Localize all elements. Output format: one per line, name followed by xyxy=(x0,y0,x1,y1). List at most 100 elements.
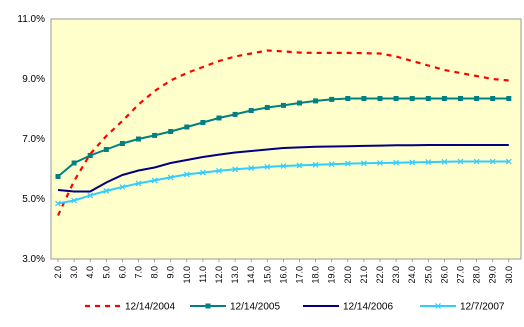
x-tick-label: 28.0 xyxy=(472,266,482,284)
data-point-marker xyxy=(474,96,480,101)
data-point-marker xyxy=(135,180,142,187)
data-point-marker xyxy=(232,166,239,173)
data-point-marker xyxy=(506,96,512,101)
x-tick-label: 19.0 xyxy=(327,266,337,284)
y-tick-label: 11.0% xyxy=(17,14,45,25)
data-point-marker xyxy=(344,160,351,167)
data-point-marker xyxy=(296,162,303,169)
x-tick-label: 12.0 xyxy=(214,266,224,284)
data-point-marker xyxy=(216,115,222,121)
y-tick-label: 5.0% xyxy=(22,194,45,205)
y-tick-label: 3.0% xyxy=(22,254,45,265)
series-line-3 xyxy=(57,144,509,193)
x-tick-label: 20.0 xyxy=(343,266,353,284)
data-point-marker xyxy=(264,163,271,170)
data-point-marker xyxy=(280,163,287,169)
data-point-marker xyxy=(199,169,206,176)
data-point-marker xyxy=(409,96,415,101)
data-point-marker xyxy=(441,158,448,165)
data-point-marker xyxy=(457,158,464,165)
data-point-marker xyxy=(103,147,109,152)
data-point-marker xyxy=(103,187,110,194)
data-point-marker xyxy=(55,200,61,207)
data-point-marker xyxy=(200,120,206,125)
legend-label: 12/14/2005 xyxy=(230,302,280,313)
data-point-marker xyxy=(216,167,222,174)
y-tick-label: 9.0% xyxy=(22,74,45,85)
legend-item: 12/7/2007 xyxy=(420,302,505,313)
data-point-marker xyxy=(313,98,319,104)
data-point-marker xyxy=(167,174,174,181)
x-tick-label: 25.0 xyxy=(423,266,433,284)
legend: 12/14/2004 12/14/2005 12/14/2006 12/7/2007 xyxy=(85,302,505,313)
data-point-marker xyxy=(328,161,335,168)
data-point-marker xyxy=(393,159,400,166)
data-point-marker xyxy=(377,96,383,101)
data-point-marker xyxy=(361,96,367,101)
x-tick-label: 2.0 xyxy=(53,266,63,279)
data-point-marker xyxy=(232,111,238,117)
data-point-marker xyxy=(119,141,125,146)
data-point-marker xyxy=(71,197,78,204)
data-point-marker xyxy=(151,177,158,184)
data-point-marker xyxy=(87,192,94,199)
legend-label: 12/7/2007 xyxy=(460,302,505,313)
data-point-marker xyxy=(87,153,93,158)
data-point-marker xyxy=(425,96,431,101)
x-tick-label: 9.0 xyxy=(166,266,176,279)
data-point-marker xyxy=(329,96,335,102)
x-tick-label: 15.0 xyxy=(262,266,272,284)
data-point-marker xyxy=(168,129,174,134)
y-tick-label: 7.0% xyxy=(22,134,45,145)
data-point-marker xyxy=(264,105,270,110)
data-point-marker xyxy=(458,96,463,101)
x-tick-label: 7.0 xyxy=(134,266,144,279)
x-tick-label: 22.0 xyxy=(375,266,385,284)
x-tick-label: 8.0 xyxy=(150,266,160,279)
x-tick-label: 26.0 xyxy=(439,266,449,284)
series-line-1 xyxy=(57,49,509,216)
x-tick-label: 27.0 xyxy=(456,266,466,284)
x-tick-label: 14.0 xyxy=(246,266,256,284)
data-point-marker xyxy=(119,184,126,190)
x-tick-label: 4.0 xyxy=(85,266,95,279)
data-point-marker xyxy=(152,132,158,138)
x-tick-label: 16.0 xyxy=(278,266,288,284)
legend-item: 12/14/2006 xyxy=(303,302,393,313)
x-tick-label: 6.0 xyxy=(117,266,127,279)
data-point-marker xyxy=(441,96,447,101)
x-tick-label: 18.0 xyxy=(311,266,321,284)
data-point-marker xyxy=(360,160,367,167)
legend-label: 12/14/2006 xyxy=(343,302,393,313)
data-point-marker xyxy=(489,158,496,165)
x-tick-label: 17.0 xyxy=(295,266,305,284)
plot-area xyxy=(50,18,522,260)
legend-item: 12/14/2005 xyxy=(190,302,280,313)
data-point-marker xyxy=(71,160,77,166)
x-tick-label: 10.0 xyxy=(182,266,192,284)
data-point-marker xyxy=(248,165,255,172)
x-tick-label: 29.0 xyxy=(488,266,498,284)
data-point-marker xyxy=(345,96,351,101)
x-tick-label: 5.0 xyxy=(101,266,111,279)
data-point-marker xyxy=(505,158,512,165)
data-point-marker xyxy=(490,96,496,101)
data-point-marker xyxy=(184,124,190,130)
x-tick-label: 21.0 xyxy=(359,266,369,284)
data-point-marker xyxy=(393,96,399,101)
data-point-marker xyxy=(312,161,319,168)
data-point-marker xyxy=(280,102,286,108)
series-lines xyxy=(55,49,512,216)
data-point-marker xyxy=(425,159,432,166)
x-tick-label: 3.0 xyxy=(69,266,79,279)
data-point-marker xyxy=(297,100,302,106)
x-tick-label: 23.0 xyxy=(391,266,401,284)
legend-item: 12/14/2004 xyxy=(85,302,175,313)
x-tick-label: 13.0 xyxy=(230,266,240,284)
data-point-marker xyxy=(377,160,383,166)
data-point-marker xyxy=(473,158,480,165)
x-tick-label: 30.0 xyxy=(504,266,514,284)
legend-label: 12/14/2004 xyxy=(125,302,175,313)
